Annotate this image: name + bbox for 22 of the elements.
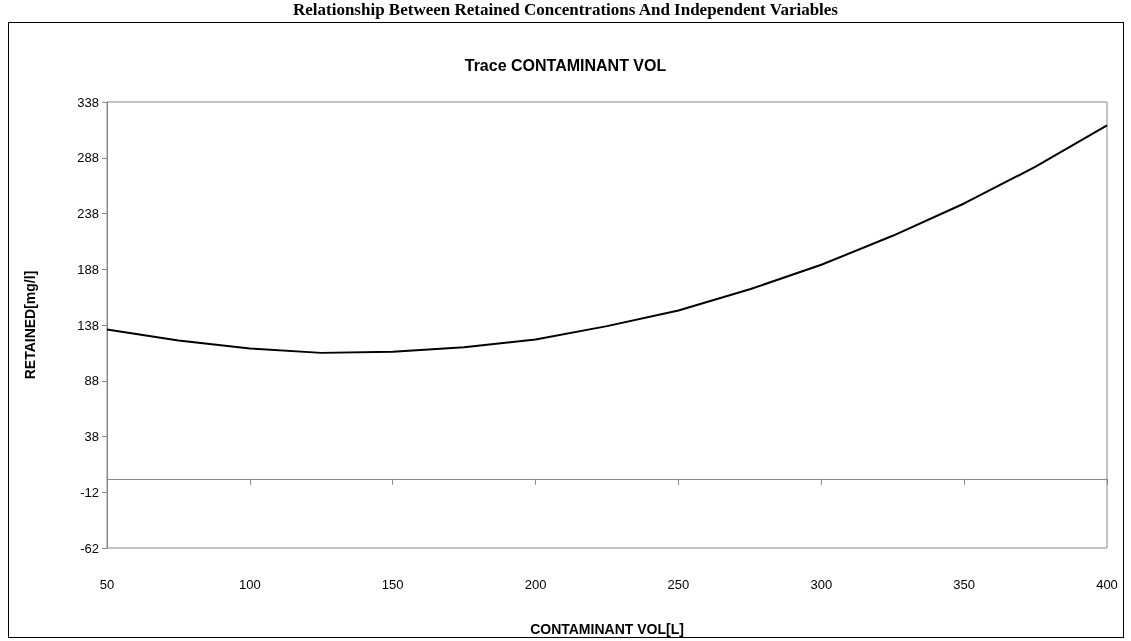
- y-tick-label: 338: [77, 94, 99, 110]
- x-tick-label: 50: [99, 577, 115, 592]
- x-axis-title: CONTAMINANT VOL[L]: [530, 621, 684, 637]
- y-tick-label: 38: [84, 429, 99, 444]
- y-tick-label: 88: [84, 373, 99, 389]
- y-tick-label: 238: [77, 206, 99, 221]
- x-tick-label: 300: [810, 577, 833, 592]
- y-tick-label: 138: [77, 317, 99, 333]
- chart-subtitle: Trace CONTAMINANT VOL: [464, 56, 667, 74]
- y-tick-label: -12: [80, 484, 99, 500]
- y-tick-label: 188: [77, 261, 99, 277]
- y-axis-title: RETAINED[mg/l]: [22, 270, 38, 380]
- x-tick-label: 150: [381, 577, 404, 592]
- chart-title: Relationship Between Retained Concentrations And Independent Variables: [292, 0, 839, 20]
- y-tick-label: -62: [80, 540, 99, 556]
- line-series: [106, 124, 1108, 354]
- x-tick-label: 350: [953, 577, 975, 592]
- x-tick-label: 100: [239, 577, 261, 592]
- x-tick-label: 250: [667, 577, 690, 592]
- x-tick-label: 200: [524, 577, 547, 592]
- x-tick-label: 400: [1096, 577, 1118, 592]
- y-tick-label: 288: [77, 150, 99, 166]
